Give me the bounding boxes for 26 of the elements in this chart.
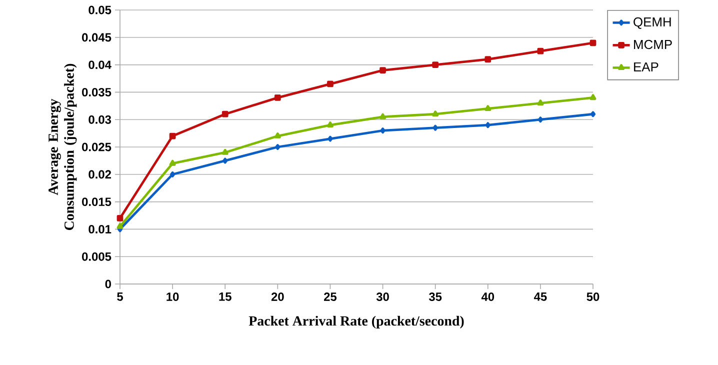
y-tick-label: 0.03	[88, 115, 112, 124]
y-axis-title: Average Energy Consumption (joule/packet)	[48, 64, 77, 230]
y-tick-label: 0	[105, 280, 111, 288]
legend-label: EAP	[634, 62, 658, 72]
x-tick-label: 50	[586, 292, 600, 301]
x-tick-label: 45	[534, 292, 547, 301]
y-tick-label: 0.04	[88, 60, 112, 70]
legend-label: QEMH	[634, 17, 671, 29]
x-tick-label: 5	[117, 292, 123, 301]
x-tick-label: 10	[166, 292, 179, 301]
x-tick-label: 35	[428, 292, 442, 302]
x-tick-label: 15	[219, 292, 232, 301]
legend-label: MCMP	[634, 40, 672, 50]
y-tick-label: 0.035	[82, 88, 112, 96]
y-tick-label: 0.05	[88, 6, 112, 14]
y-tick-label: 0.015	[82, 198, 112, 206]
y-tick-label: 0.02	[88, 170, 111, 179]
y-tick-label: 0.045	[82, 33, 112, 42]
x-tick-label: 25	[324, 292, 337, 301]
y-tick-label: 0.025	[82, 142, 112, 152]
x-axis-title: Packet Arrival Rate (packet/second)	[248, 316, 464, 328]
y-tick-label: 0.005	[82, 252, 112, 261]
x-tick-label: 30	[376, 292, 389, 302]
y-tick-label: 0.01	[88, 224, 112, 234]
x-tick-label: 20	[271, 292, 284, 301]
x-tick-label: 40	[481, 292, 494, 301]
